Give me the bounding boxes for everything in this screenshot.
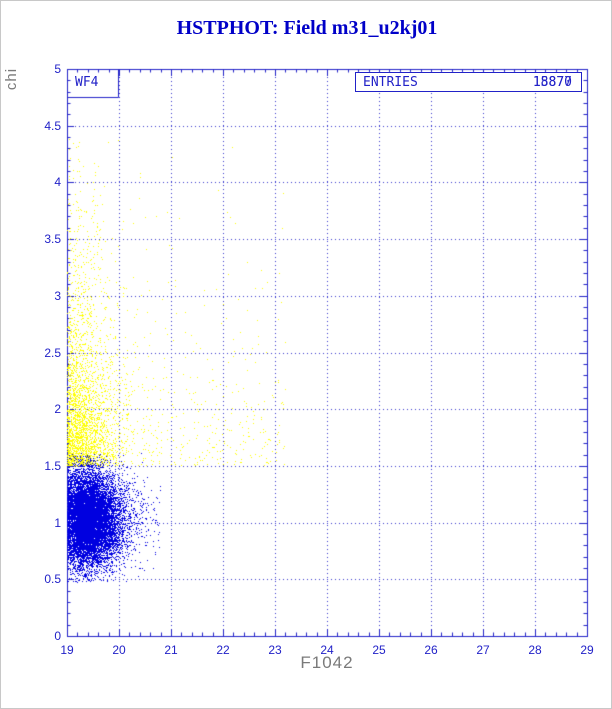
x-tick-label: 19 (60, 643, 74, 657)
y-tick-label: 0.5 (44, 572, 61, 587)
entries-value: 18870 (532, 75, 572, 90)
entries-label: ENTRIES (363, 75, 418, 90)
y-tick-label: 1 (54, 515, 61, 530)
x-tick-label: 27 (476, 643, 490, 657)
y-tick-label: 2.5 (44, 345, 61, 360)
y-tick-label: 1.5 (44, 458, 61, 473)
x-tick-label: 28 (528, 643, 542, 657)
x-tick-label: 29 (580, 643, 594, 657)
x-tick-label: 25 (372, 643, 386, 657)
entries-box: ENTRIES 18870 15877 (355, 72, 582, 92)
y-tick-label: 2 (54, 402, 61, 417)
x-axis-label: F1042 (300, 653, 354, 672)
y-tick-label: 3 (54, 288, 61, 303)
y-tick-label: 4 (54, 175, 61, 190)
x-tick-label: 23 (268, 643, 282, 657)
x-tick-label: 26 (424, 643, 438, 657)
y-tick-label: 0 (54, 629, 61, 643)
y-tick-label: 3.5 (44, 232, 61, 247)
entries-value-overprint: 15877 (532, 75, 572, 90)
x-tick-label: 20 (112, 643, 126, 657)
y-tick-label: 4.5 (44, 118, 61, 133)
panel-label-wf4: WF4 (75, 75, 99, 90)
x-tick-label: 21 (164, 643, 178, 657)
y-axis-label: chi (2, 67, 20, 91)
x-tick-label: 24 (320, 643, 334, 657)
y-tick-label: 5 (54, 62, 61, 76)
plot-title: HSTPHOT: Field m31_u2kj01 (176, 17, 438, 39)
x-tick-label: 22 (216, 643, 230, 657)
